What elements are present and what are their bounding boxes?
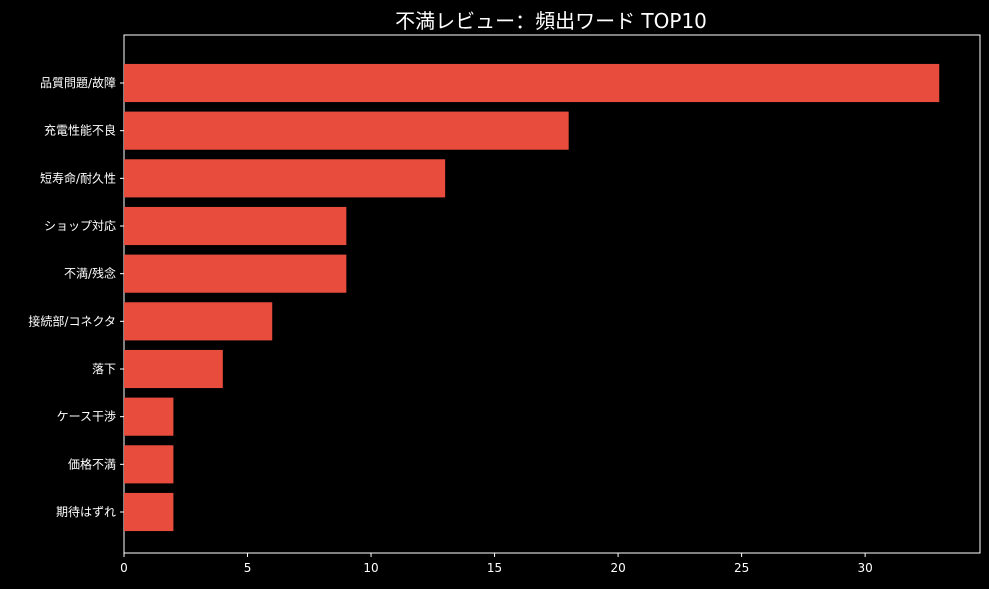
- y-tick-label: ショップ対応: [44, 219, 116, 233]
- y-tick-label: 期待はずれ: [56, 505, 116, 519]
- y-tick-label: 価格不満: [68, 456, 116, 471]
- bar: [124, 445, 174, 484]
- chart-title: 不満レビュー：頻出ワード TOP10: [395, 9, 707, 33]
- x-tick-label: 5: [244, 561, 252, 575]
- x-axis: 0 5 10 15 20 25 30: [120, 553, 873, 575]
- bar: [124, 206, 347, 246]
- y-tick-label: 短寿命/耐久性: [40, 170, 116, 185]
- y-tick-label: ケース干渉: [57, 409, 116, 424]
- bar: [124, 492, 174, 532]
- bar: [124, 349, 223, 389]
- y-tick-label: 不満/残念: [64, 266, 116, 281]
- bars-group: [124, 63, 940, 532]
- y-tick-label: 充電性能不良: [44, 123, 116, 138]
- x-tick-label: 25: [734, 561, 749, 575]
- x-tick-label: 10: [363, 561, 378, 575]
- x-tick-label: 15: [487, 561, 502, 575]
- bar: [124, 254, 347, 293]
- bar: [124, 159, 446, 198]
- y-axis: 品質問題/故障充電性能不良短寿命/耐久性ショップ対応不満/残念接続部/コネクタ落…: [28, 75, 124, 519]
- x-tick-label: 0: [120, 561, 128, 575]
- bar: [124, 302, 273, 341]
- bar: [124, 111, 569, 150]
- x-tick-label: 30: [857, 561, 872, 575]
- plot-frame: [123, 34, 981, 554]
- x-tick-label: 20: [610, 561, 625, 575]
- bar: [124, 63, 940, 103]
- y-tick-label: 接続部/コネクタ: [28, 313, 116, 328]
- bar: [124, 397, 174, 436]
- y-tick-label: 落下: [92, 362, 116, 376]
- y-tick-label: 品質問題/故障: [40, 75, 116, 90]
